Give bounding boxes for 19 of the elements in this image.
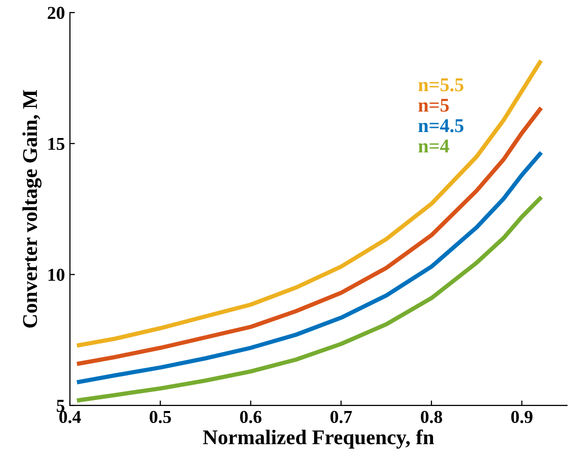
line-series xyxy=(76,196,542,402)
y-tick-label: 20 xyxy=(48,6,64,19)
y-tick-label: 10 xyxy=(48,268,64,281)
text: n=5.5 xyxy=(418,78,464,92)
text: n=4.5 xyxy=(418,119,464,132)
x-tick-label: 0.5 xyxy=(150,410,171,424)
y-tick-label: 15 xyxy=(48,138,64,150)
x-axis-title: Normalized Frequency, fn xyxy=(203,429,434,449)
x-tick-label: 0.6 xyxy=(240,410,262,424)
line-series xyxy=(76,60,542,348)
x-tick-label: 0.7 xyxy=(330,410,352,424)
x-tick-label: 0.9 xyxy=(511,410,532,424)
x-tick-label: 0.8 xyxy=(420,410,442,424)
line-series xyxy=(76,152,542,384)
text: n=5 xyxy=(418,98,449,112)
text: n=4 xyxy=(418,140,450,152)
y-axis-title: Converter voltage Gain, M xyxy=(22,90,42,328)
x-tick-label: 0.4 xyxy=(59,410,81,424)
y-tick-label: 5 xyxy=(56,400,64,412)
